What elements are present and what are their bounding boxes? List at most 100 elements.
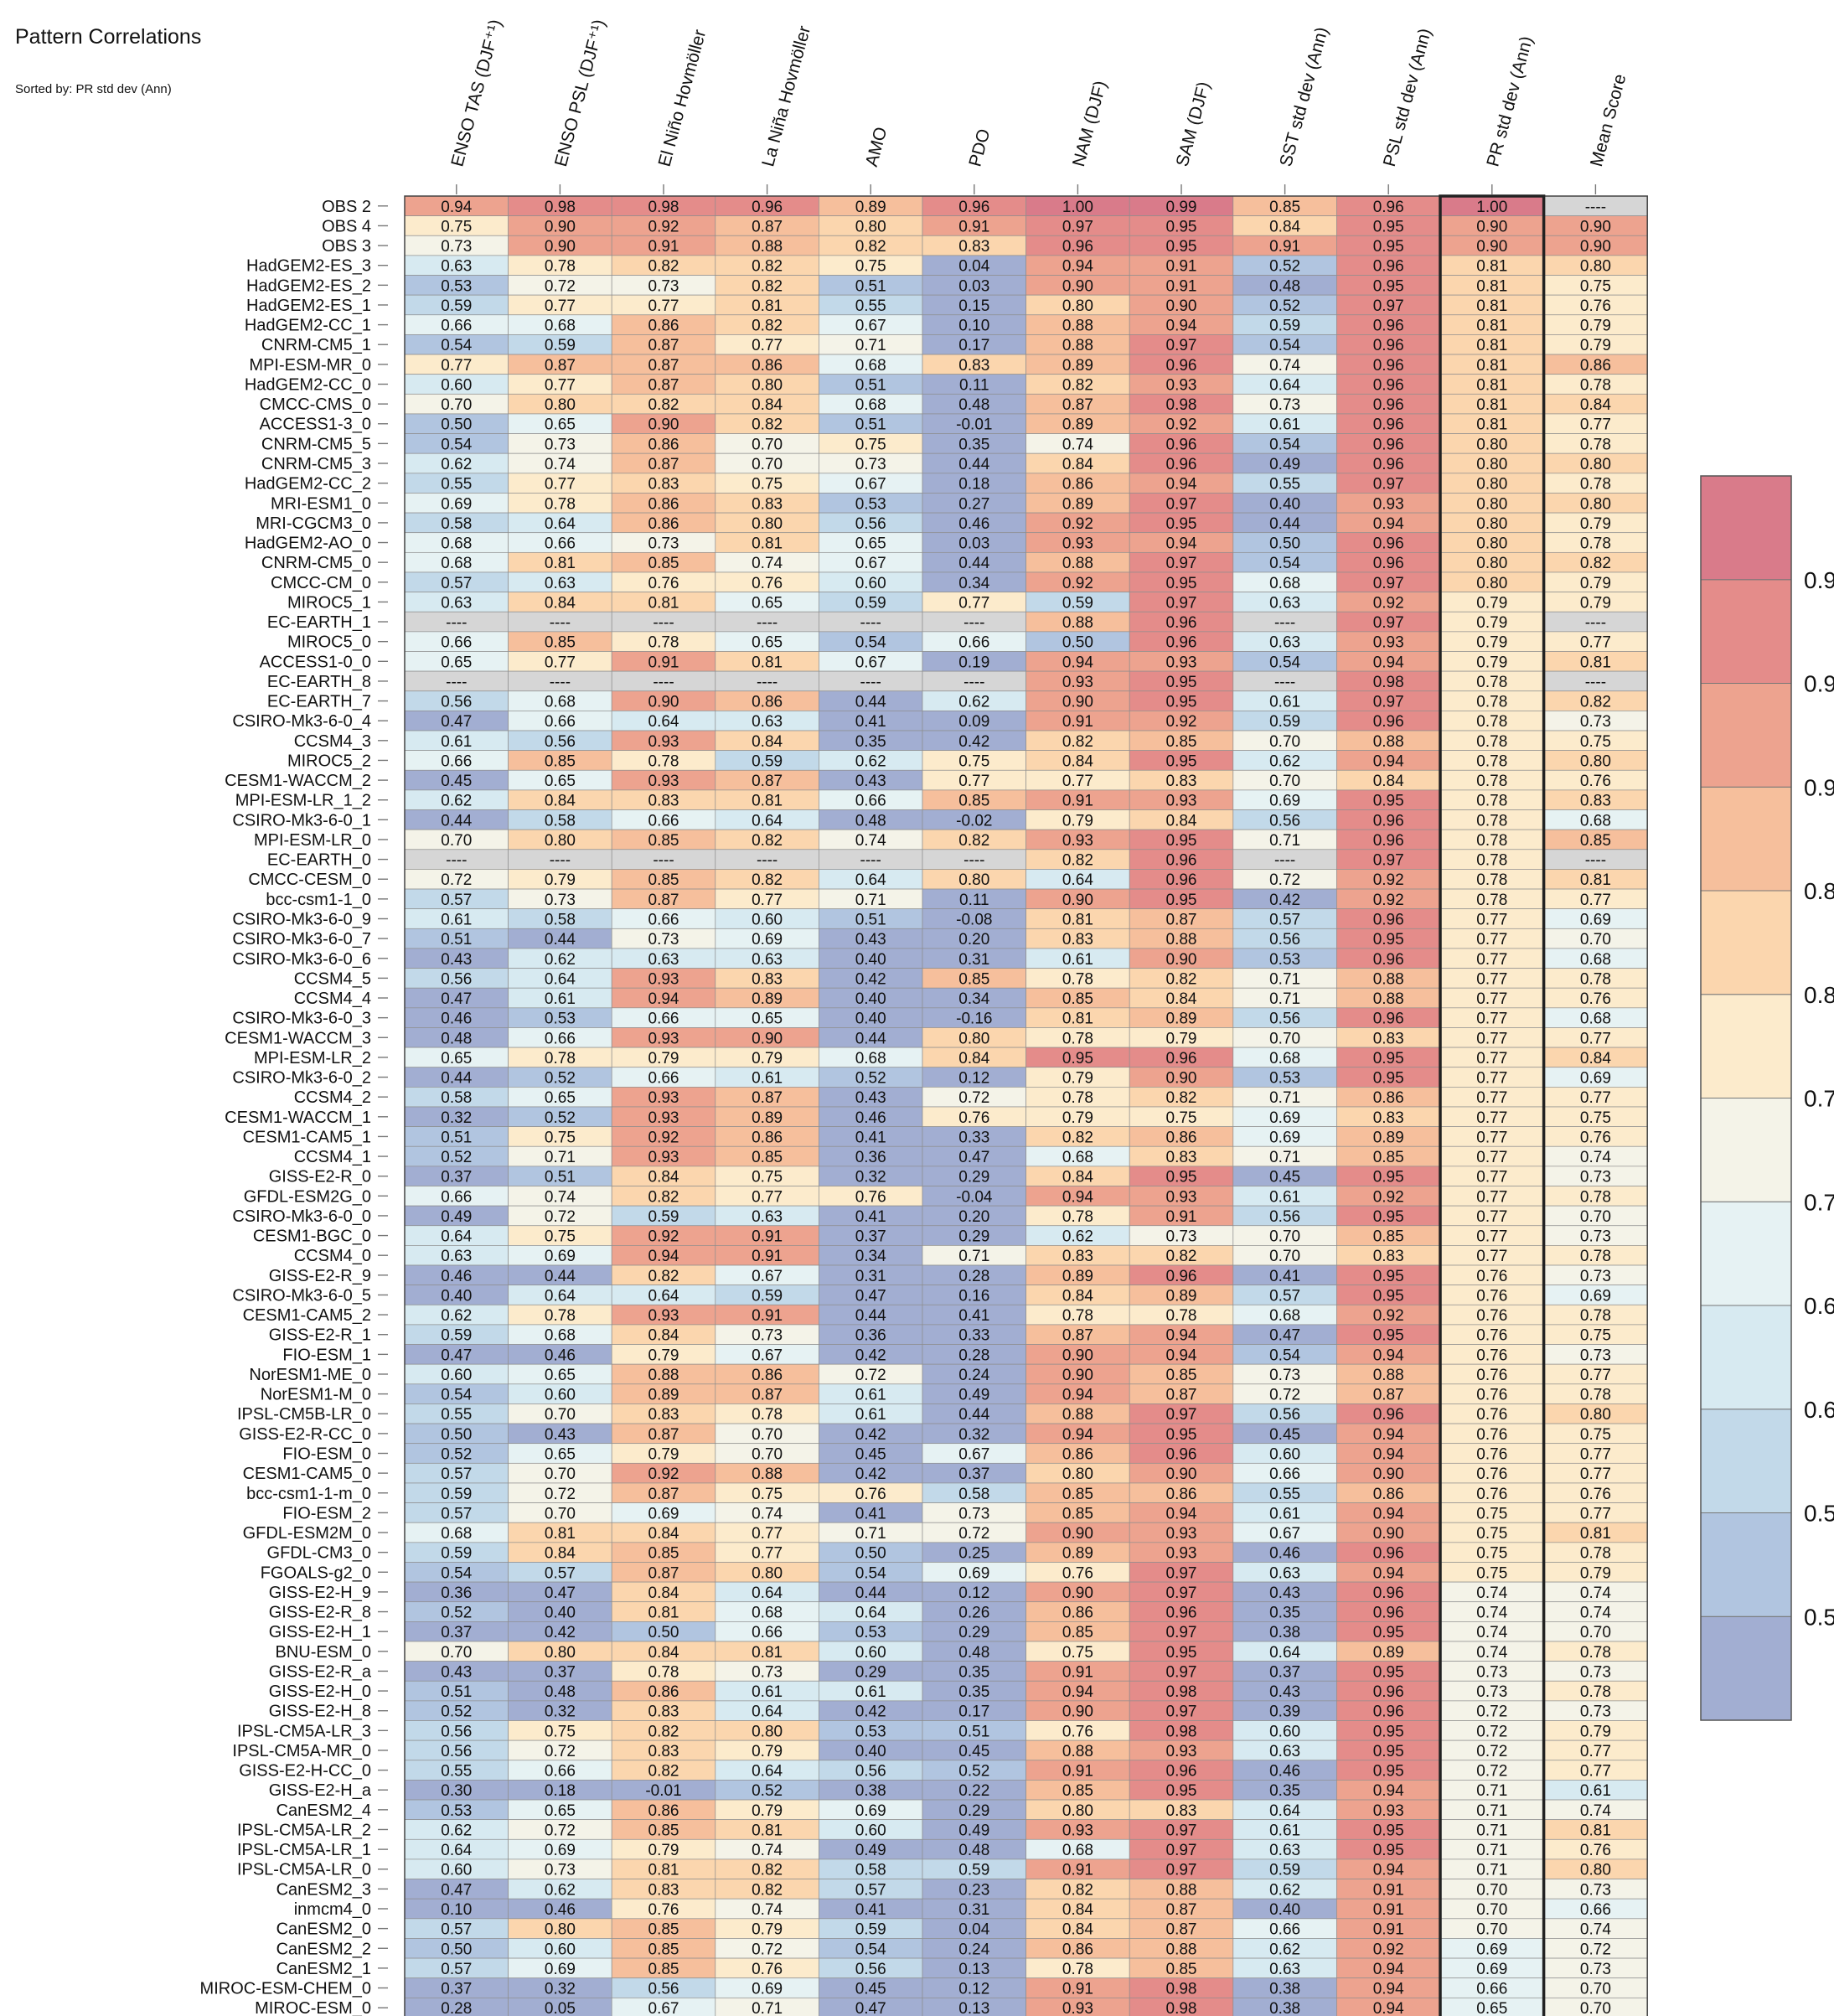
cell-value: 0.80 bbox=[1062, 1802, 1093, 1820]
cell-value: 0.59 bbox=[958, 1862, 989, 1879]
cell-value: 0.63 bbox=[441, 594, 472, 612]
cell-value: 0.74 bbox=[1580, 1921, 1611, 1939]
cell-value: 0.71 bbox=[1476, 1782, 1507, 1800]
row-label: GISS-E2-H_9 bbox=[269, 1584, 371, 1602]
cell-value: 0.41 bbox=[855, 1901, 886, 1919]
cell-value: 0.70 bbox=[441, 1644, 472, 1662]
cell-value: 0.93 bbox=[648, 1089, 679, 1107]
cell-value: ---- bbox=[757, 614, 778, 632]
cell-value: 0.62 bbox=[1269, 1941, 1300, 1958]
cell-value: 0.75 bbox=[1476, 1545, 1507, 1563]
cell-value: 0.57 bbox=[441, 1465, 472, 1483]
cell-value: 0.56 bbox=[441, 694, 472, 711]
sorted-column-highlight bbox=[1439, 194, 1546, 2016]
cell-value: 0.91 bbox=[1373, 1881, 1404, 1899]
cell-value: 0.55 bbox=[441, 476, 472, 494]
cell-value: ---- bbox=[1585, 674, 1606, 691]
cell-value: 0.79 bbox=[648, 1446, 679, 1464]
cell-value: 0.73 bbox=[545, 436, 576, 453]
cell-value: 0.78 bbox=[1580, 1545, 1611, 1563]
cell-value: 0.66 bbox=[441, 1188, 472, 1206]
row-label: GISS-E2-R_8 bbox=[269, 1604, 371, 1622]
cell-value: 0.77 bbox=[545, 297, 576, 315]
row-label: bcc-csm1-1-m_0 bbox=[246, 1485, 371, 1503]
cell-value: 0.66 bbox=[648, 1011, 679, 1028]
cell-value: 0.96 bbox=[1373, 555, 1404, 572]
row-label: EC-EARTH_7 bbox=[267, 693, 371, 711]
cell-value: 0.84 bbox=[1062, 752, 1093, 770]
colorbar-tick-label: 0.55 bbox=[1804, 1501, 1834, 1527]
cell-value: 0.64 bbox=[752, 1703, 783, 1721]
cell-value: 0.72 bbox=[545, 1486, 576, 1503]
row-label: GISS-E2-H_0 bbox=[269, 1683, 371, 1701]
row-label: GISS-E2-R_0 bbox=[269, 1168, 371, 1186]
cell-value: 1.00 bbox=[1476, 199, 1507, 216]
cell-value: 0.72 bbox=[441, 871, 472, 889]
cell-value: 0.50 bbox=[855, 1545, 886, 1563]
cell-value: 0.44 bbox=[855, 1030, 886, 1047]
cell-value: 0.75 bbox=[1580, 1426, 1611, 1444]
cell-value: 0.92 bbox=[1166, 416, 1197, 434]
cell-value: 0.57 bbox=[1269, 1287, 1300, 1305]
cell-value: 0.95 bbox=[1166, 892, 1197, 909]
cell-value: 0.77 bbox=[545, 476, 576, 494]
cell-value: 0.80 bbox=[752, 515, 783, 533]
row-label: CMCC-CM_0 bbox=[271, 574, 371, 592]
cell-value: 0.57 bbox=[441, 575, 472, 592]
cell-value: 0.98 bbox=[1166, 1683, 1197, 1701]
cell-value: 0.51 bbox=[855, 911, 886, 928]
cell-value: 0.73 bbox=[1580, 1228, 1611, 1246]
cell-value: 0.62 bbox=[1269, 1881, 1300, 1899]
cell-value: 0.81 bbox=[1062, 1011, 1093, 1028]
cell-value: 0.65 bbox=[752, 1011, 783, 1028]
cell-value: 0.84 bbox=[545, 793, 576, 810]
cell-value: 0.43 bbox=[855, 773, 886, 790]
cell-value: 0.78 bbox=[1062, 970, 1093, 988]
cell-value: 0.53 bbox=[855, 1624, 886, 1641]
cell-value: 0.71 bbox=[855, 1525, 886, 1543]
cell-value: 0.71 bbox=[1476, 1862, 1507, 1879]
cell-value: 0.86 bbox=[1062, 1446, 1093, 1464]
cell-value: 0.52 bbox=[545, 1070, 576, 1088]
cell-value: 0.93 bbox=[648, 970, 679, 988]
cell-value: 0.60 bbox=[441, 1367, 472, 1384]
cell-value: 0.60 bbox=[752, 911, 783, 928]
colorbar-segment bbox=[1700, 786, 1792, 892]
cell-value: 0.89 bbox=[752, 990, 783, 1008]
cell-value: ---- bbox=[446, 614, 467, 632]
cell-value: 0.47 bbox=[441, 1347, 472, 1364]
cell-value: 0.80 bbox=[1476, 456, 1507, 473]
cell-value: 0.53 bbox=[545, 1011, 576, 1028]
row-label: CNRM-CM5_1 bbox=[261, 336, 371, 354]
cell-value: 0.79 bbox=[1580, 1564, 1611, 1582]
cell-value: 0.54 bbox=[855, 634, 886, 652]
cell-value: 0.73 bbox=[1476, 1683, 1507, 1701]
cell-value: 0.69 bbox=[545, 1842, 576, 1859]
cell-value: 0.89 bbox=[855, 199, 886, 216]
cell-value: 0.61 bbox=[1269, 416, 1300, 434]
cell-value: 0.85 bbox=[958, 793, 989, 810]
cell-value: 0.68 bbox=[855, 357, 886, 375]
cell-value: 0.84 bbox=[1062, 1901, 1093, 1919]
cell-value: 0.72 bbox=[545, 1822, 576, 1839]
row-label: HadGEM2-CC_2 bbox=[245, 475, 371, 494]
row-label: CCSM4_4 bbox=[294, 990, 371, 1008]
cell-value: ---- bbox=[1274, 852, 1295, 870]
cell-value: -0.04 bbox=[956, 1188, 993, 1206]
cell-value: 0.65 bbox=[545, 773, 576, 790]
cell-value: 0.85 bbox=[1062, 1505, 1093, 1522]
row-label: HadGEM2-ES_2 bbox=[246, 277, 371, 295]
cell-value: 0.77 bbox=[1476, 1070, 1507, 1088]
cell-value: 0.74 bbox=[1476, 1584, 1507, 1602]
cell-value: ---- bbox=[963, 674, 984, 691]
cell-value: 0.80 bbox=[1476, 555, 1507, 572]
cell-value: 0.97 bbox=[1166, 1584, 1197, 1602]
cell-value: 0.77 bbox=[958, 594, 989, 612]
cell-value: 0.89 bbox=[648, 1387, 679, 1404]
cell-value: 0.88 bbox=[752, 238, 783, 256]
cell-value: 0.10 bbox=[441, 1901, 472, 1919]
cell-value: 0.77 bbox=[1476, 1011, 1507, 1028]
cell-value: 0.24 bbox=[958, 1941, 989, 1958]
cell-value: 0.80 bbox=[1580, 1406, 1611, 1424]
cell-value: ---- bbox=[1585, 614, 1606, 632]
